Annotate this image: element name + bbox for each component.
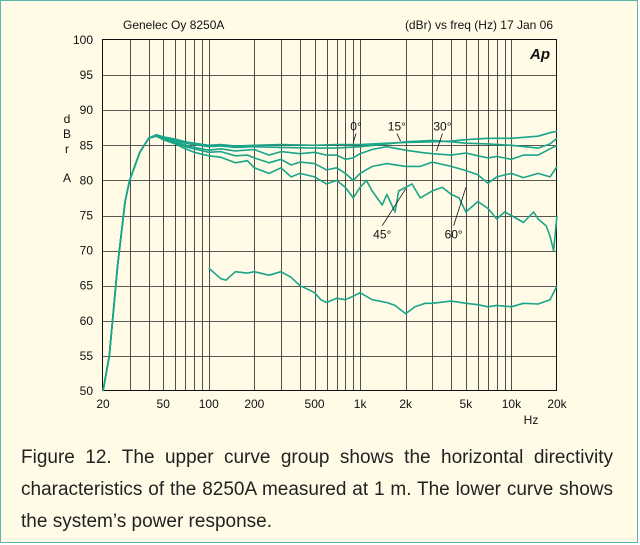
plot-border — [102, 39, 557, 391]
ylabel-char: A — [63, 171, 71, 185]
ylabel-char: d — [64, 112, 71, 126]
y-tick-label: 75 — [80, 209, 94, 223]
annotation-label: 15° — [388, 120, 406, 134]
x-tick-label: 20k — [547, 397, 567, 411]
xlabel: Hz — [524, 413, 539, 427]
x-tick-label: 1k — [354, 397, 368, 411]
x-tick-label: 20 — [96, 397, 110, 411]
series-line-60deg — [102, 135, 558, 392]
annotation-label: 60° — [445, 228, 463, 242]
annotation-label: 30° — [433, 120, 451, 134]
x-tick-label: 100 — [199, 397, 219, 411]
curve-annotations: 0° 15° 30° 45° 60° — [350, 120, 467, 242]
annotation-leader — [436, 133, 443, 152]
y-tick-label: 85 — [80, 138, 94, 152]
figure-caption: Figure 12. The upper curve group shows t… — [21, 447, 613, 532]
ylabel-char: r — [65, 142, 69, 156]
ap-logo: Ap — [529, 46, 550, 63]
y-tick-label: 50 — [80, 384, 94, 398]
x-tick-label: 5k — [460, 397, 474, 411]
header-left: Genelec Oy 8250A — [123, 18, 224, 32]
ylabel-char: B — [63, 127, 71, 141]
y-tick-label: 60 — [80, 314, 94, 328]
y-tick-label: 95 — [80, 68, 94, 82]
series-line-power-response — [208, 267, 558, 315]
x-tick-label: 200 — [244, 397, 264, 411]
annotation-leader — [352, 133, 357, 143]
x-tick-label: 500 — [305, 397, 325, 411]
curves — [102, 130, 558, 392]
y-tick-label: 80 — [80, 173, 94, 187]
annotation-label: 45° — [373, 228, 391, 242]
y-tick-label: 100 — [73, 33, 93, 47]
x-tick-label: 50 — [157, 397, 171, 411]
y-tick-label: 70 — [80, 244, 94, 258]
y-tick-label: 55 — [80, 349, 94, 363]
header-right: (dBr) vs freq (Hz) 17 Jan 06 — [405, 18, 553, 32]
y-tick-label: 90 — [80, 103, 94, 117]
annotation-label: 0° — [350, 120, 362, 134]
x-tick-label: 2k — [399, 397, 413, 411]
y-tick-label: 65 — [80, 279, 94, 293]
grid — [103, 40, 557, 391]
annotation-leader — [453, 187, 467, 226]
x-tick-label: 10k — [502, 397, 522, 411]
annotation-leader — [396, 133, 401, 142]
annotation-leader — [381, 188, 407, 226]
